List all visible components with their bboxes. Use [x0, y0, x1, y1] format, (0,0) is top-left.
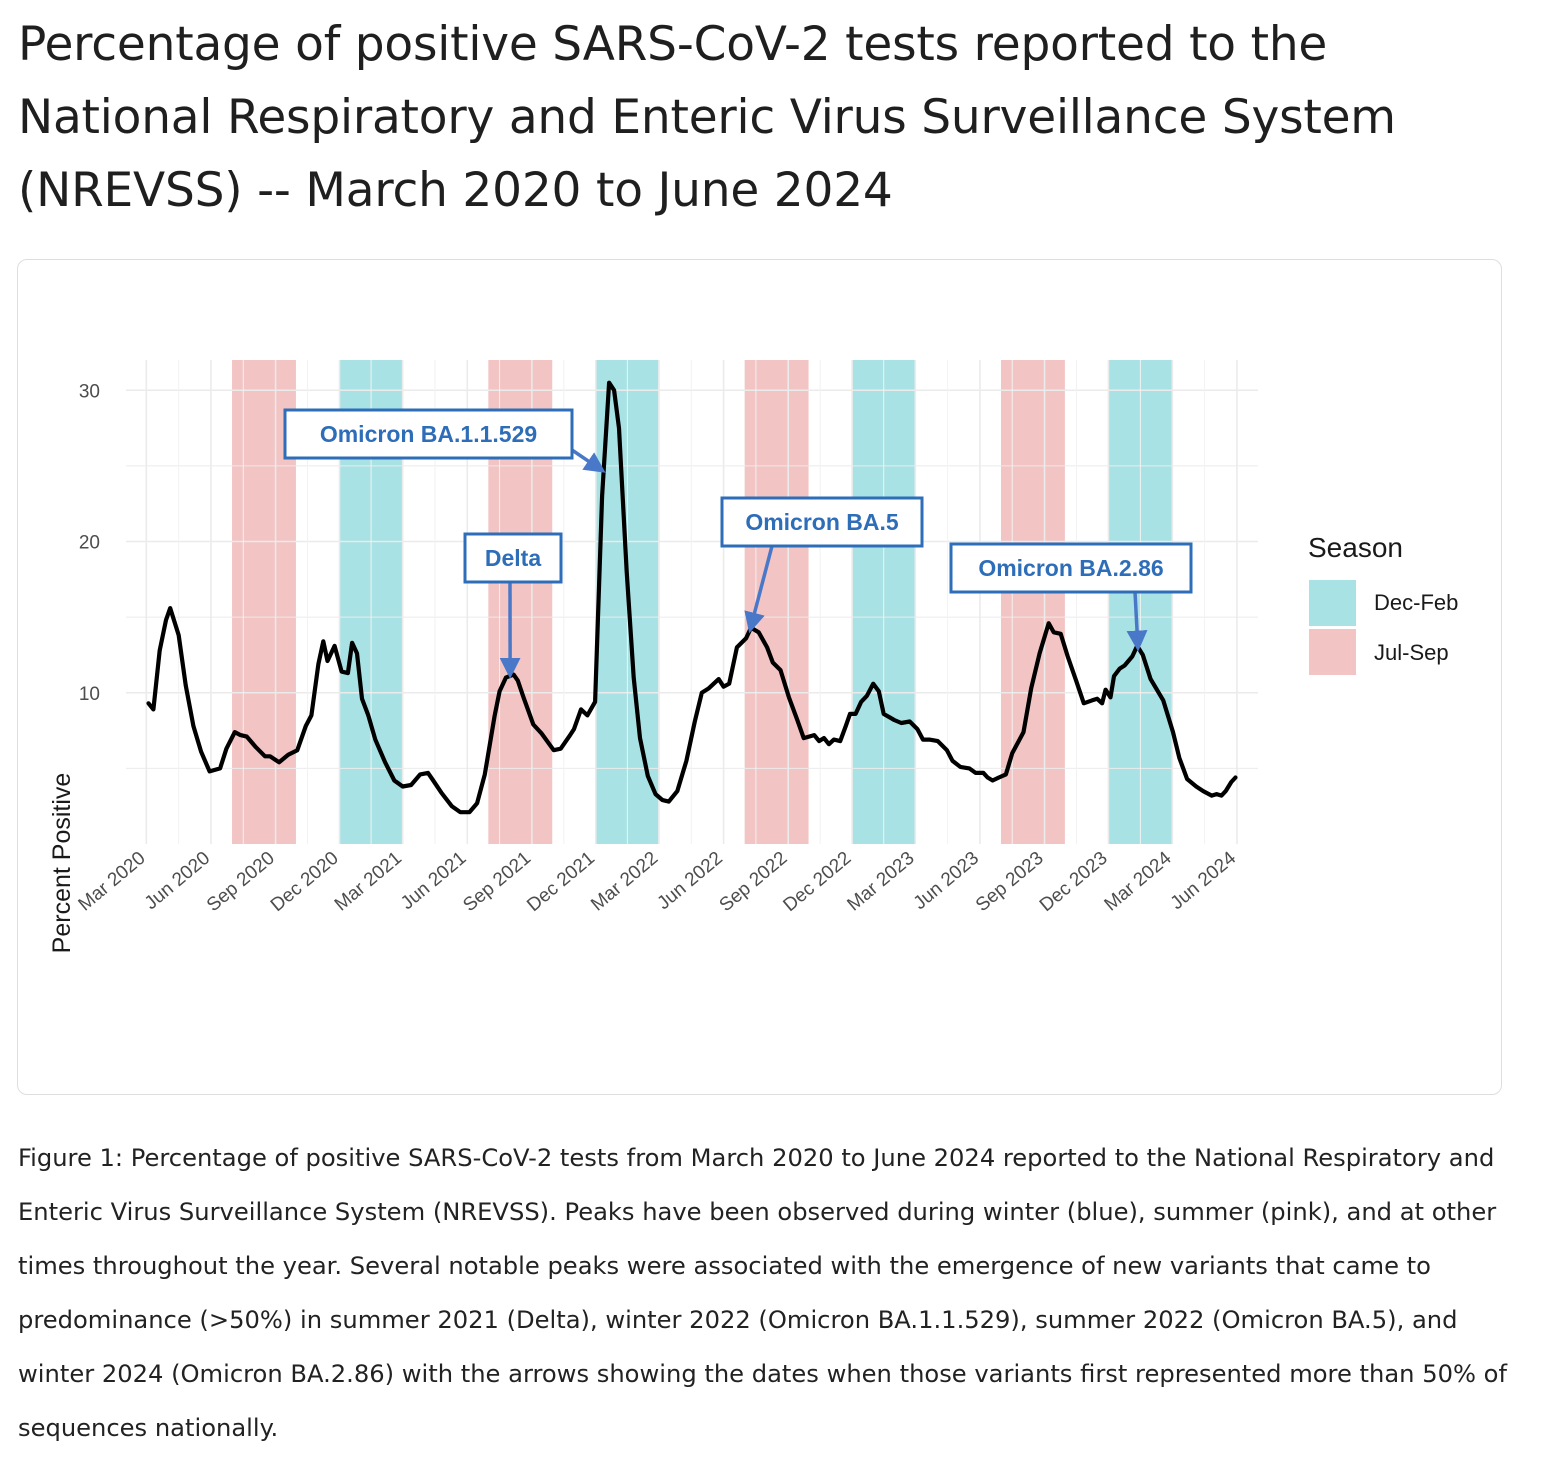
x-tick-label: Mar 2023 [844, 848, 919, 916]
legend-label-jul-sep: Jul-Sep [1374, 640, 1449, 665]
y-tick-label: 10 [79, 684, 100, 705]
x-tick-label: Jun 2022 [653, 848, 726, 914]
annotation-label-omicron-ba-5: Omicron BA.5 [745, 509, 899, 535]
annotation-arrow-omicron-ba-5 [744, 545, 774, 634]
y-axis-ticks: 10 20 30 [79, 381, 100, 705]
y-tick-label: 20 [79, 533, 100, 554]
x-tick-label: Dec 2020 [267, 848, 343, 916]
y-axis-label: Percent Positive [48, 773, 76, 954]
grid-lines [126, 360, 1258, 844]
legend-swatch-jul-sep [1309, 629, 1356, 675]
series-layer [146, 380, 1238, 815]
legend-title: Season [1308, 532, 1403, 563]
x-tick-label: Mar 2022 [587, 848, 662, 916]
x-tick-label: Dec 2021 [523, 848, 599, 916]
x-tick-label: Jun 2021 [397, 848, 470, 914]
annotation-box-omicron-ba-5 [720, 496, 924, 548]
legend: Season Dec-Feb Jul-Sep [1308, 532, 1458, 675]
annotation-box-delta [463, 532, 563, 584]
page-title: Percentage of positive SARS-CoV-2 tests … [18, 17, 1396, 218]
x-tick-label: Jun 2023 [910, 848, 983, 914]
x-tick-label: Mar 2021 [331, 848, 406, 916]
annotation-layer: Delta Omicron BA.1.1.529 Omicron BA.5 Omicr… [283, 408, 1193, 679]
x-tick-label: Dec 2022 [780, 848, 856, 916]
season-band-jul-sep-6 [1000, 360, 1065, 844]
annotation-label-omicron-ba-1-1-529: Omicron BA.1.1.529 [320, 421, 537, 447]
x-tick-label: Dec 2023 [1036, 848, 1112, 916]
x-tick-label: Sep 2020 [203, 848, 279, 916]
x-tick-label: Jun 2024 [1167, 847, 1241, 914]
series-line-0 [146, 380, 1238, 815]
legend-swatch-dec-feb [1309, 580, 1356, 626]
x-tick-label: Sep 2023 [972, 848, 1048, 916]
x-tick-label: Sep 2022 [716, 848, 792, 916]
x-tick-label: Mar 2024 [1101, 847, 1176, 915]
annotation-arrow-omicron-ba-1-1-529 [571, 448, 606, 473]
season-band-jul-sep-4 [744, 360, 809, 844]
x-tick-label: Jun 2020 [141, 848, 214, 914]
chart-card: 10 20 30 Mar 2020 Jun 2020 Sep 2020 Dec 2020 M… [17, 259, 1502, 1095]
y-tick-label: 30 [79, 381, 100, 402]
legend-label-dec-feb: Dec-Feb [1374, 590, 1458, 615]
annotation-label-omicron-ba-2-86: Omicron BA.2.86 [978, 555, 1163, 581]
annotation-box-omicron-ba-1-1-529 [283, 408, 574, 460]
annotation-box-omicron-ba-2-86 [949, 542, 1193, 594]
annotation-arrow-omicron-ba-2-86 [1126, 591, 1148, 652]
x-tick-label: Mar 2020 [75, 848, 150, 916]
figure-caption: Figure 1: Percentage of positive SARS-Co… [18, 1144, 1507, 1442]
x-tick-label: Sep 2021 [459, 848, 535, 916]
annotation-label-delta: Delta [485, 545, 541, 571]
